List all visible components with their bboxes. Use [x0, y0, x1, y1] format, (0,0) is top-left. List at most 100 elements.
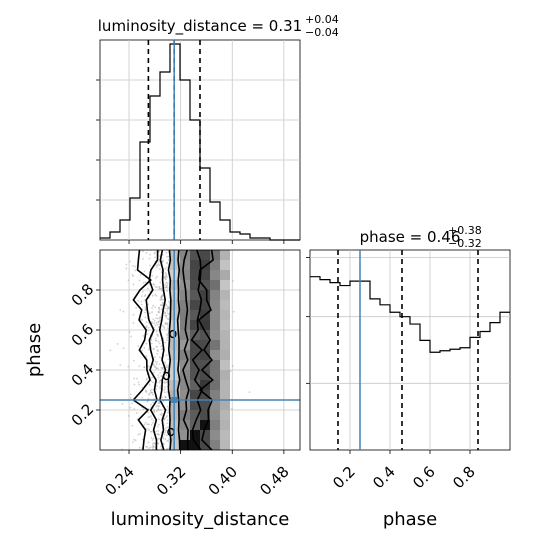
density-point: [147, 348, 150, 351]
density-cell: [180, 340, 190, 350]
density-point: [147, 411, 149, 414]
density-point: [164, 438, 167, 440]
density-cell: [170, 320, 180, 330]
density-cell-dark: [180, 440, 190, 450]
hist-ld-ticks: [96, 79, 285, 244]
density-point: [164, 431, 167, 434]
density-point: [139, 274, 142, 276]
density-cell: [210, 430, 220, 440]
density-point: [148, 392, 151, 395]
density-point: [157, 376, 160, 379]
panel-luminosity-distance-hist: luminosity_distance = 0.31 +0.04 −0.04: [96, 13, 339, 244]
density-point: [166, 282, 169, 285]
density-point: [166, 309, 169, 312]
density-cell: [220, 440, 230, 450]
density-cell: [190, 390, 200, 400]
hist-ld-title-sup: +0.04: [305, 13, 339, 26]
density-point: [158, 286, 161, 289]
density-point: [158, 323, 161, 326]
density-point: [157, 321, 160, 323]
density-point: [137, 345, 140, 348]
density-cell-dark: [190, 440, 200, 450]
density-point: [138, 365, 141, 367]
density-point: [150, 436, 153, 439]
density-point: [156, 264, 159, 267]
density-point: [147, 416, 150, 419]
density-point: [131, 424, 134, 427]
density-point: [142, 257, 144, 260]
density-point: [162, 443, 165, 445]
density-point: [132, 359, 135, 362]
density-cell: [220, 270, 230, 280]
hist-phase-x-tick-label: 0.2: [329, 463, 359, 493]
density-cell: [200, 320, 210, 330]
density-point: [166, 287, 169, 289]
density-point: [167, 364, 170, 367]
density-point: [131, 402, 133, 405]
density-point: [158, 401, 161, 404]
hist-ld-step-line: [100, 43, 300, 241]
density-point: [152, 283, 155, 286]
density-point: [164, 276, 166, 279]
density-cell: [200, 330, 210, 340]
density-contour-line: [197, 250, 214, 450]
density-point: [152, 318, 155, 321]
density-point: [145, 378, 148, 381]
density-point: [150, 388, 153, 391]
density-cell: [210, 320, 220, 330]
density-point: [157, 310, 160, 313]
density-cell: [210, 400, 220, 410]
density-point: [154, 293, 157, 296]
density-contour-line: [145, 250, 159, 450]
density-point: [127, 415, 130, 417]
density-point: [141, 396, 144, 399]
density-point: [150, 403, 152, 406]
density-point: [145, 251, 148, 254]
density-point: [166, 426, 169, 429]
density-point: [151, 439, 154, 441]
density-cell: [170, 260, 180, 270]
density-point: [167, 322, 169, 325]
density-point: [144, 389, 147, 392]
density-point: [231, 280, 234, 282]
density-cell: [180, 430, 190, 440]
density-point: [153, 411, 156, 414]
density-point: [148, 416, 151, 419]
density-cell: [200, 300, 210, 310]
density-point: [152, 442, 154, 445]
density-cell: [190, 350, 200, 360]
density-cell: [220, 400, 230, 410]
density-point: [148, 429, 150, 431]
density-point: [164, 275, 167, 277]
density-point: [157, 374, 160, 377]
density-point: [146, 333, 148, 336]
hist-phase-x-tick-labels: 0.2 0.4 0.6 0.8: [329, 463, 479, 493]
density-point: [153, 371, 155, 374]
density-point: [155, 313, 158, 316]
density-point: [167, 306, 170, 309]
density-point: [155, 266, 158, 269]
density-point: [163, 388, 166, 391]
density-point: [158, 306, 161, 309]
density-contour-line: [182, 250, 190, 450]
density-point: [151, 393, 154, 396]
density-point: [157, 442, 160, 445]
density-cell: [220, 350, 230, 360]
density-point: [159, 386, 161, 389]
density-point: [161, 367, 164, 370]
density-x-label: luminosity_distance: [111, 509, 290, 530]
density-point: [156, 349, 159, 351]
density-point: [165, 273, 168, 276]
density-point: [125, 263, 128, 266]
density-point: [166, 415, 169, 417]
density-point: [164, 386, 166, 389]
density-y-tick-label: 0.4: [68, 360, 98, 390]
density-point: [145, 321, 148, 324]
density-contour-line: [167, 250, 172, 450]
density-point: [167, 440, 170, 442]
density-point: [152, 419, 155, 422]
density-point: [164, 322, 167, 325]
density-point: [161, 289, 164, 292]
density-point: [231, 365, 234, 367]
